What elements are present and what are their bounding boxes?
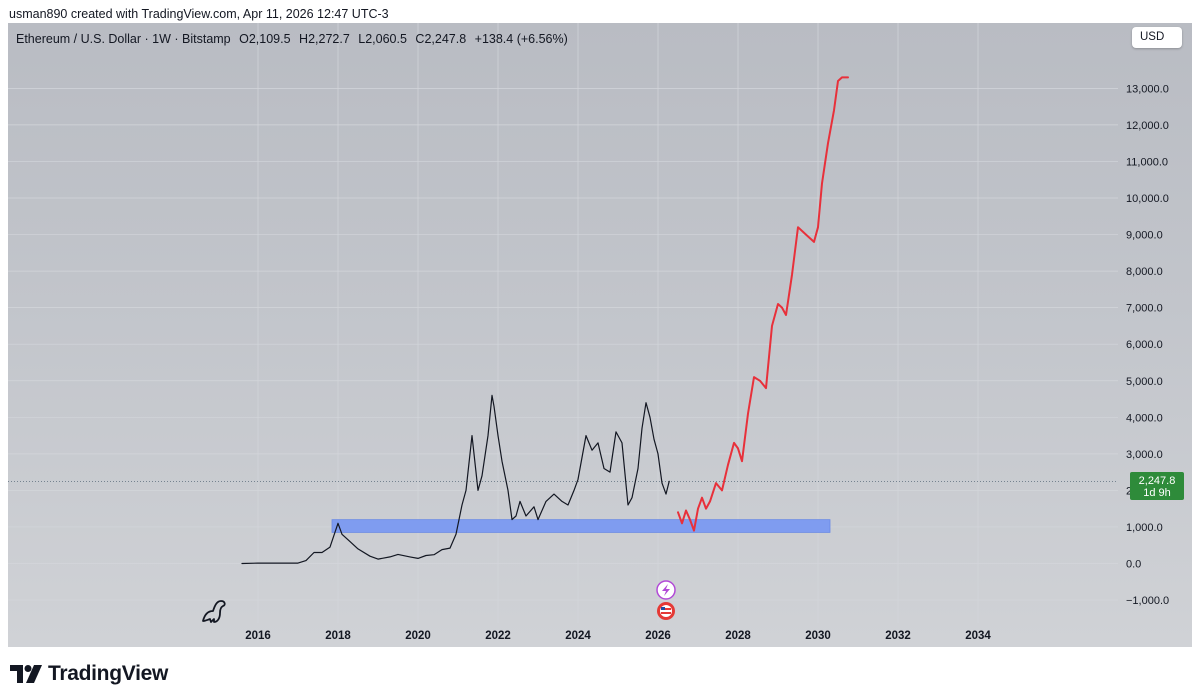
y-tick-label: 1,000.0 <box>1126 522 1163 534</box>
y-tick-label: 3,000.0 <box>1126 449 1163 461</box>
tradingview-brand[interactable]: TradingView <box>10 662 168 686</box>
ohlc-high: H2,272.7 <box>299 32 350 46</box>
symbol-legend[interactable]: Ethereum / U.S. Dollar · 1W · Bitstamp O… <box>16 32 573 46</box>
projection-line <box>677 76 849 532</box>
x-tick-label: 2028 <box>725 630 751 642</box>
tradingview-logo-icon <box>10 665 42 683</box>
y-tick-label: 10,000.0 <box>1126 193 1169 205</box>
x-tick-label: 2020 <box>405 630 431 642</box>
y-tick-label: 4,000.0 <box>1126 412 1163 424</box>
chart-panel[interactable]: 13,000.0 12,000.0 11,000.0 10,000.0 9,000.0 8… <box>8 23 1192 647</box>
ohlc-open: O2,109.5 <box>239 32 291 46</box>
x-tick-label: 2018 <box>325 630 351 642</box>
x-tick-label: 2032 <box>885 630 911 642</box>
y-tick-label: 9,000.0 <box>1126 230 1163 242</box>
symbol-name: Ethereum / U.S. Dollar · 1W · Bitstamp <box>16 32 231 46</box>
y-tick-label: 6,000.0 <box>1126 339 1163 351</box>
x-tick-label: 2022 <box>485 630 511 642</box>
price-series-layer <box>241 394 670 565</box>
y-tick-label: 5,000.0 <box>1126 376 1163 388</box>
y-tick-label: 12,000.0 <box>1126 120 1169 132</box>
support-zone-layer <box>331 519 831 533</box>
us-flag-event-icon[interactable] <box>657 602 675 620</box>
grid-lines <box>8 23 1118 623</box>
tradingview-wordmark: TradingView <box>48 662 169 685</box>
current-price-label: 2,247.8 <box>1139 475 1176 487</box>
ohlc-low: L2,060.5 <box>358 32 407 46</box>
ohlc-close: C2,247.8 <box>415 32 467 46</box>
y-tick-label: 13,000.0 <box>1126 83 1169 95</box>
price-chart[interactable]: 13,000.0 12,000.0 11,000.0 10,000.0 9,000.0 8… <box>8 23 1192 647</box>
x-tick-label: 2024 <box>565 630 591 642</box>
dinosaur-icon[interactable] <box>202 600 226 623</box>
x-tick-label: 2026 <box>645 630 671 642</box>
x-tick-label: 2034 <box>965 630 991 642</box>
y-tick-label: 11,000.0 <box>1126 156 1168 168</box>
y-tick-label: 0.0 <box>1126 559 1141 571</box>
price-line <box>241 394 670 565</box>
axis-labels: 13,000.0 12,000.0 11,000.0 10,000.0 9,000.0 8… <box>245 83 1169 642</box>
price-change: +138.4 (+6.56%) <box>474 32 568 46</box>
y-tick-label: 8,000.0 <box>1126 266 1163 278</box>
current-price-badge: 2,247.8 1d 9h <box>1130 472 1184 500</box>
event-icons <box>656 580 676 620</box>
y-tick-label: −1,000.0 <box>1126 595 1169 607</box>
x-tick-label: 2016 <box>245 630 271 642</box>
y-tick-label: 7,000.0 <box>1126 303 1163 315</box>
x-tick-label: 2030 <box>805 630 831 642</box>
lightning-event-icon[interactable] <box>656 580 676 600</box>
chart-attribution: usman890 created with TradingView.com, A… <box>9 7 389 21</box>
support-zone-rect <box>331 519 831 533</box>
currency-button[interactable]: USD <box>1132 27 1182 48</box>
bar-countdown-label: 1d 9h <box>1143 487 1171 499</box>
projection-series-layer <box>677 76 849 532</box>
